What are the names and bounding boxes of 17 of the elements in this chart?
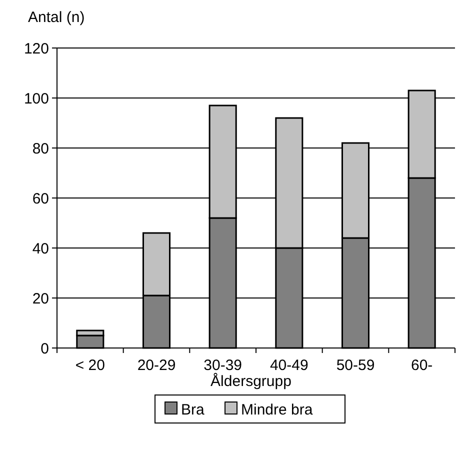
legend-label: Bra: [181, 401, 205, 418]
y-tick-label: 80: [32, 140, 49, 158]
y-tick-label: 40: [32, 240, 49, 258]
legend-label: Mindre bra: [241, 401, 314, 418]
x-tick-label: 60-: [410, 357, 433, 374]
y-tick-label: 60: [32, 190, 49, 208]
x-tick-label: 50-59: [336, 357, 375, 374]
y-tick-label: 0: [40, 340, 49, 358]
x-tick-label: 30-39: [204, 357, 242, 374]
x-axis-title: Åldersgrupp: [210, 372, 292, 390]
x-tick-label: 40-49: [270, 357, 308, 374]
x-tick-label: < 20: [75, 357, 105, 374]
y-tick-label: 20: [32, 290, 49, 308]
y-tick-label: 100: [24, 90, 49, 108]
x-tick-label: 20-29: [137, 357, 176, 374]
y-axis-title: Antal (n): [28, 9, 85, 26]
y-tick-label: 120: [24, 40, 49, 58]
